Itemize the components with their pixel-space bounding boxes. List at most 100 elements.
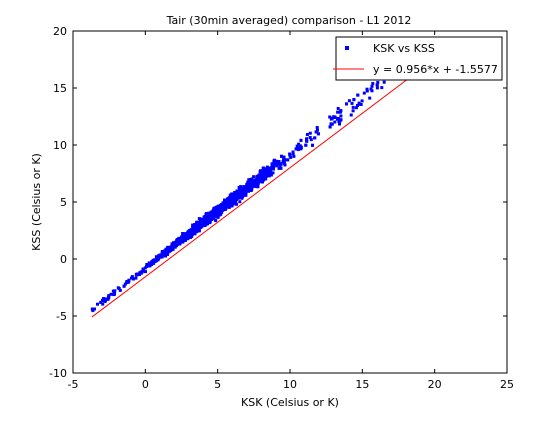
- data-point: [203, 223, 206, 227]
- data-point: [174, 242, 178, 246]
- data-point: [234, 196, 238, 200]
- data-point: [212, 208, 216, 212]
- data-point: [272, 167, 275, 171]
- data-point: [281, 160, 285, 164]
- data-point: [191, 223, 195, 227]
- legend: KSK vs KSS y = 0.956*x + -1.5577: [333, 36, 503, 81]
- data-point: [263, 173, 266, 177]
- data-point: [257, 176, 261, 180]
- data-point: [197, 217, 201, 221]
- y-tick-label: -5: [56, 310, 67, 323]
- data-point: [123, 282, 127, 286]
- data-point: [99, 300, 103, 304]
- data-point: [181, 232, 185, 236]
- data-point: [237, 186, 241, 189]
- data-point: [369, 87, 373, 91]
- data-point: [109, 292, 113, 296]
- data-point: [195, 230, 199, 234]
- data-point: [265, 165, 269, 169]
- data-point: [269, 173, 273, 177]
- data-point: [292, 154, 296, 158]
- data-point: [315, 126, 319, 129]
- y-axis-label: KSS (Celsius or K): [30, 153, 43, 251]
- data-point: [205, 212, 208, 215]
- data-point: [210, 214, 213, 218]
- data-point: [345, 102, 348, 106]
- data-point: [280, 154, 283, 158]
- data-point: [192, 230, 196, 233]
- x-tick-label: 20: [428, 378, 442, 391]
- y-tick-label: 0: [60, 253, 67, 266]
- data-point: [356, 104, 359, 107]
- data-point: [207, 212, 211, 215]
- data-point: [368, 96, 372, 100]
- data-point: [265, 174, 268, 178]
- data-point: [216, 213, 220, 217]
- data-point: [104, 297, 108, 301]
- data-point: [235, 194, 239, 198]
- data-point: [176, 241, 180, 245]
- data-point: [286, 158, 290, 162]
- data-point: [175, 239, 179, 243]
- data-point: [102, 297, 106, 301]
- data-point: [265, 173, 268, 177]
- scatter-points: [90, 65, 399, 313]
- data-point: [155, 256, 159, 260]
- data-point: [273, 158, 277, 162]
- data-point: [268, 169, 271, 173]
- data-point: [219, 204, 222, 208]
- data-point: [239, 193, 243, 197]
- data-point: [314, 130, 318, 134]
- data-point: [223, 207, 227, 211]
- data-point: [255, 174, 259, 178]
- data-point: [162, 254, 166, 258]
- data-point: [278, 162, 282, 166]
- data-point: [164, 247, 168, 251]
- data-point: [365, 87, 369, 91]
- data-point: [356, 93, 360, 97]
- data-point: [233, 191, 237, 194]
- data-point: [141, 267, 145, 271]
- data-point: [171, 247, 175, 251]
- data-point: [189, 234, 192, 238]
- data-point: [170, 245, 173, 249]
- data-point: [245, 188, 249, 192]
- data-point: [329, 122, 333, 126]
- data-point: [219, 206, 223, 210]
- data-point: [313, 136, 317, 140]
- data-point: [240, 195, 244, 199]
- data-point: [219, 208, 223, 211]
- data-point: [297, 142, 301, 146]
- x-tick-label: 15: [355, 378, 369, 391]
- data-point: [232, 201, 236, 205]
- data-point: [153, 258, 156, 262]
- data-point: [253, 182, 257, 186]
- data-point: [144, 270, 147, 274]
- data-point: [215, 208, 219, 212]
- data-point: [212, 211, 216, 215]
- data-point: [262, 177, 266, 180]
- data-point: [245, 183, 249, 187]
- data-point: [208, 216, 212, 220]
- data-point: [298, 147, 302, 151]
- data-point: [251, 181, 255, 185]
- data-point: [203, 215, 206, 219]
- data-point: [258, 174, 262, 178]
- data-point: [351, 105, 355, 109]
- data-point: [354, 106, 358, 110]
- data-point: [336, 117, 340, 120]
- data-point: [291, 150, 295, 154]
- data-point: [376, 80, 380, 84]
- data-point: [288, 154, 292, 158]
- data-point: [203, 217, 207, 221]
- data-point: [247, 182, 251, 186]
- data-point: [316, 128, 319, 132]
- data-point: [339, 114, 343, 118]
- data-point: [351, 109, 355, 113]
- data-point: [163, 250, 167, 254]
- data-point: [349, 113, 353, 117]
- data-point: [228, 193, 232, 197]
- data-point: [272, 162, 276, 166]
- data-point: [103, 299, 107, 303]
